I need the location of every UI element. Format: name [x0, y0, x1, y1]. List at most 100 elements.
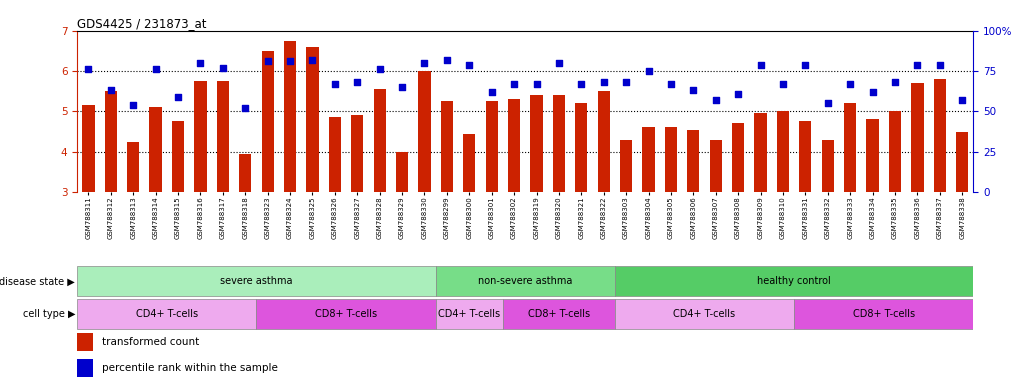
- Point: [618, 79, 634, 85]
- Text: CD4+ T-cells: CD4+ T-cells: [674, 309, 735, 319]
- Bar: [216, 81, 229, 192]
- Bar: [754, 113, 766, 192]
- Point: [931, 61, 948, 68]
- Point: [193, 60, 209, 66]
- Bar: [575, 103, 587, 192]
- Bar: [485, 101, 497, 192]
- Bar: [256, 299, 436, 329]
- Bar: [553, 95, 565, 192]
- Bar: [441, 101, 453, 192]
- Point: [551, 60, 568, 66]
- Point: [685, 87, 701, 93]
- Point: [528, 81, 545, 87]
- Bar: [105, 91, 117, 192]
- Bar: [597, 91, 610, 192]
- Point: [170, 94, 186, 100]
- Text: CD8+ T-cells: CD8+ T-cells: [853, 309, 915, 319]
- Point: [439, 57, 455, 63]
- Bar: [732, 124, 745, 192]
- Point: [573, 81, 589, 87]
- Bar: [794, 299, 973, 329]
- Point: [730, 91, 747, 97]
- Point: [260, 58, 276, 65]
- Point: [461, 61, 478, 68]
- Bar: [195, 81, 207, 192]
- Bar: [77, 299, 256, 329]
- Point: [393, 84, 410, 90]
- Point: [954, 97, 970, 103]
- Point: [775, 81, 791, 87]
- Bar: [615, 266, 973, 296]
- Bar: [844, 103, 856, 192]
- Bar: [933, 79, 946, 192]
- Bar: [799, 121, 812, 192]
- Point: [641, 68, 657, 74]
- Bar: [262, 51, 274, 192]
- Bar: [710, 140, 722, 192]
- Point: [909, 61, 926, 68]
- Point: [237, 105, 253, 111]
- Bar: [889, 111, 901, 192]
- Point: [752, 61, 768, 68]
- Point: [506, 81, 522, 87]
- Text: disease state ▶: disease state ▶: [0, 276, 75, 286]
- Bar: [172, 121, 184, 192]
- Point: [416, 60, 433, 66]
- Bar: [464, 134, 476, 192]
- Point: [214, 65, 231, 71]
- Bar: [149, 108, 162, 192]
- Point: [864, 89, 881, 95]
- Point: [282, 58, 299, 65]
- Bar: [127, 142, 139, 192]
- Text: CD4+ T-cells: CD4+ T-cells: [438, 309, 501, 319]
- Text: non-severe asthma: non-severe asthma: [478, 276, 573, 286]
- Bar: [284, 41, 297, 192]
- Bar: [82, 105, 95, 192]
- Bar: [418, 71, 431, 192]
- Point: [327, 81, 343, 87]
- Bar: [77, 266, 436, 296]
- Bar: [396, 152, 408, 192]
- Bar: [351, 115, 364, 192]
- Point: [125, 102, 141, 108]
- Bar: [77, 359, 94, 377]
- Point: [662, 81, 679, 87]
- Bar: [643, 127, 655, 192]
- Bar: [615, 299, 794, 329]
- Text: cell type ▶: cell type ▶: [23, 309, 75, 319]
- Bar: [329, 118, 341, 192]
- Text: percentile rank within the sample: percentile rank within the sample: [102, 363, 278, 373]
- Bar: [687, 129, 699, 192]
- Point: [147, 66, 164, 73]
- Bar: [866, 119, 879, 192]
- Bar: [77, 333, 94, 351]
- Bar: [436, 299, 503, 329]
- Bar: [664, 127, 677, 192]
- Point: [80, 66, 97, 73]
- Bar: [436, 266, 615, 296]
- Point: [887, 79, 903, 85]
- Text: CD8+ T-cells: CD8+ T-cells: [527, 309, 590, 319]
- Text: GDS4425 / 231873_at: GDS4425 / 231873_at: [77, 17, 207, 30]
- Bar: [822, 140, 834, 192]
- Point: [483, 89, 500, 95]
- Point: [304, 57, 320, 63]
- Point: [820, 100, 836, 106]
- Bar: [620, 140, 632, 192]
- Text: healthy control: healthy control: [757, 276, 831, 286]
- Bar: [239, 154, 251, 192]
- Point: [708, 97, 724, 103]
- Text: transformed count: transformed count: [102, 337, 200, 347]
- Bar: [374, 89, 386, 192]
- Point: [349, 79, 366, 85]
- Text: CD8+ T-cells: CD8+ T-cells: [315, 309, 377, 319]
- Bar: [503, 299, 615, 329]
- Bar: [777, 111, 789, 192]
- Text: CD4+ T-cells: CD4+ T-cells: [136, 309, 198, 319]
- Point: [797, 61, 814, 68]
- Point: [595, 79, 612, 85]
- Text: severe asthma: severe asthma: [220, 276, 293, 286]
- Bar: [530, 95, 543, 192]
- Bar: [912, 83, 924, 192]
- Point: [842, 81, 858, 87]
